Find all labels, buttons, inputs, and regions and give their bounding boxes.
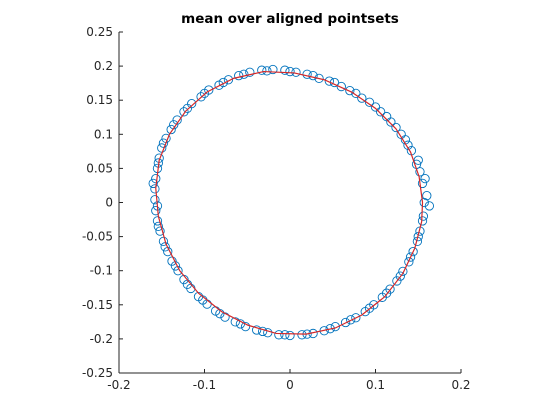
data-point	[392, 276, 402, 286]
data-point	[314, 73, 324, 84]
y-tick-label: 0.15	[86, 93, 113, 107]
data-point	[152, 216, 163, 226]
data-point	[364, 97, 375, 107]
y-tick-label: -0.05	[82, 230, 113, 244]
data-point	[274, 330, 284, 340]
data-point	[386, 117, 396, 127]
data-point	[418, 211, 429, 221]
data-point	[150, 184, 160, 194]
y-tick-label: 0.05	[86, 161, 113, 175]
data-point	[150, 195, 160, 205]
data-point	[223, 75, 234, 85]
data-point	[239, 69, 249, 79]
data-point	[364, 303, 375, 313]
data-point	[340, 317, 351, 328]
plot-area: -0.2 -0.1 0 0.1 0.2-0.25-0.2-0.15-0.1-0.0500…	[82, 25, 471, 392]
data-point	[415, 167, 425, 177]
data-point	[398, 266, 408, 277]
data-point	[268, 64, 278, 75]
data-point	[381, 288, 392, 298]
data-point	[422, 191, 432, 201]
data-point	[413, 231, 423, 242]
data-point	[218, 77, 228, 88]
x-tick-label: 0	[286, 378, 294, 392]
y-tick-label: -0.2	[90, 332, 113, 346]
data-point	[417, 178, 428, 189]
data-point	[345, 86, 355, 96]
data-point	[179, 107, 189, 117]
data-point	[262, 66, 272, 76]
x-tick-label: 0.1	[366, 378, 385, 392]
data-point	[245, 67, 255, 77]
data-point	[403, 140, 413, 150]
data-point	[257, 326, 268, 337]
data-point	[375, 107, 386, 117]
data-point	[240, 321, 251, 332]
data-point	[420, 173, 430, 184]
data-point	[370, 102, 381, 112]
data-point	[285, 66, 295, 77]
data-point	[215, 309, 225, 319]
data-point	[280, 65, 290, 75]
data-point	[404, 257, 414, 267]
axes-layer: -0.2 -0.1 0 0.1 0.2-0.25-0.2-0.15-0.1-0.0500…	[82, 25, 471, 392]
data-point	[285, 330, 295, 341]
y-tick-label: 0.25	[86, 25, 113, 39]
data-point	[391, 122, 401, 133]
data-point	[151, 206, 161, 216]
x-tick-label: 0.2	[451, 378, 470, 392]
data-point	[413, 155, 423, 165]
y-tick-label: 0.2	[94, 59, 113, 73]
data-point	[230, 317, 240, 327]
data-point	[424, 201, 435, 211]
chart-title: mean over aligned pointsets	[181, 11, 399, 27]
data-point	[199, 88, 210, 99]
data-point	[336, 81, 346, 92]
data-point	[346, 315, 356, 325]
data-point	[324, 76, 334, 86]
data-point	[408, 246, 418, 257]
y-tick-label: 0.1	[94, 127, 113, 141]
data-point	[158, 236, 169, 247]
data-point	[158, 138, 169, 148]
data-point	[417, 216, 428, 226]
data-point	[280, 330, 290, 340]
data-point	[166, 124, 176, 135]
data-point	[357, 93, 367, 103]
y-tick-label: -0.1	[90, 264, 113, 278]
data-point	[419, 197, 429, 208]
data-point	[251, 325, 262, 335]
data-point	[196, 92, 206, 102]
mean-shape-line	[155, 70, 424, 335]
data-point	[155, 226, 165, 236]
x-tick-label: -0.2	[107, 378, 130, 392]
data-point	[257, 65, 267, 75]
data-point	[153, 221, 163, 232]
data-point	[395, 271, 405, 281]
y-tick-label: 0	[105, 196, 113, 210]
data-point	[405, 252, 416, 262]
data-point	[182, 103, 193, 114]
data-point	[151, 173, 161, 184]
data-point	[330, 321, 340, 332]
data-point	[297, 330, 307, 340]
y-tick-label: -0.25	[82, 366, 113, 380]
data-point	[351, 88, 361, 99]
y-tick-label: -0.15	[82, 298, 113, 312]
series-layer	[148, 64, 435, 341]
data-point	[351, 313, 361, 323]
data-point	[148, 178, 158, 189]
x-tick-label: -0.1	[193, 378, 216, 392]
